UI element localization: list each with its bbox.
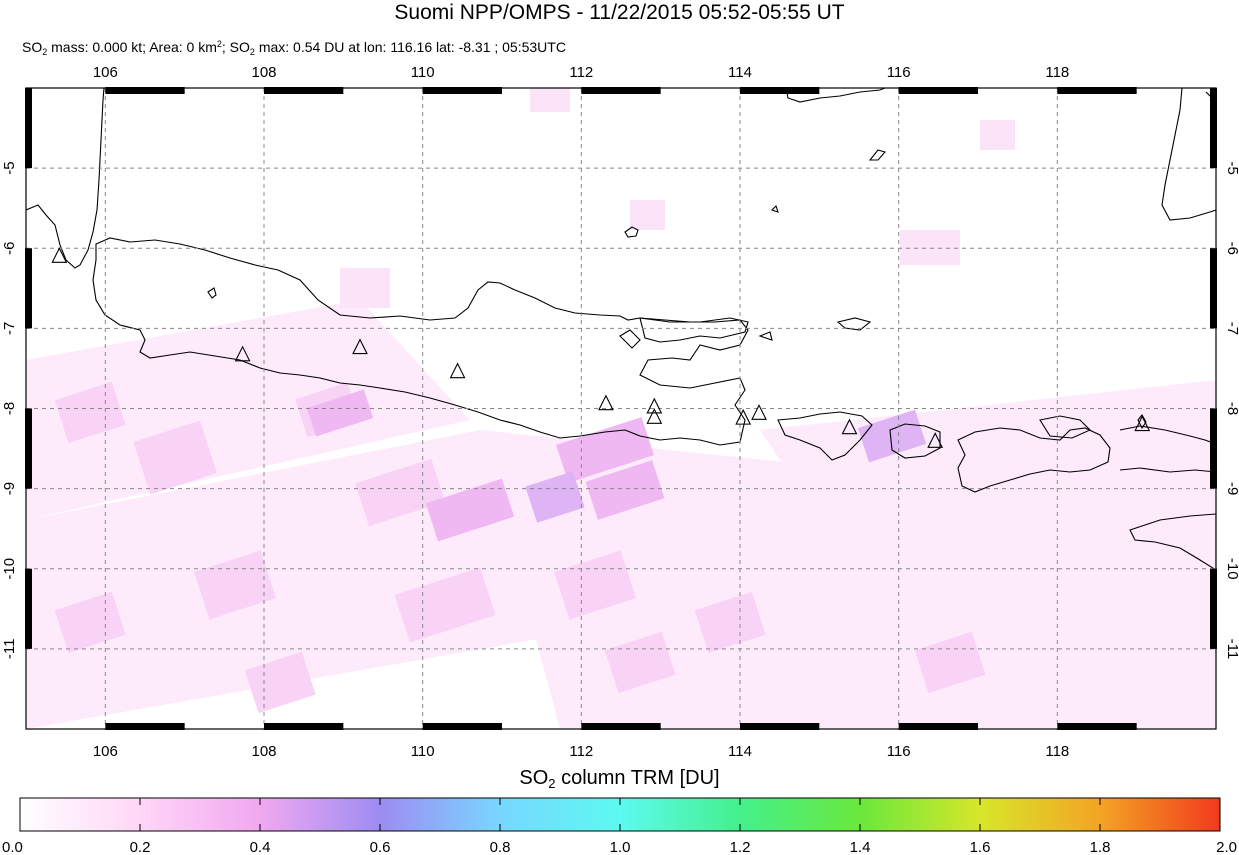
lon-label-bottom: 112 (569, 743, 593, 760)
lon-label-bottom: 118 (1045, 743, 1069, 760)
lat-label-left: -6 (1, 242, 18, 255)
colorbar-ticks: 0.0 0.2 0.4 0.6 0.8 1.0 1.2 1.4 1.6 1.8 2.0 (2, 798, 1237, 855)
lat-label-right: -5 (1224, 161, 1239, 174)
border-bar-bottom (898, 723, 978, 730)
lat-label-left: -10 (1, 558, 18, 580)
lon-label-top: 118 (1045, 64, 1069, 81)
colorbar-tick-label: 1.6 (970, 839, 991, 855)
colorbar-tick-label: 2.0 (1216, 839, 1237, 855)
border-bar-top (105, 87, 185, 94)
colorbar-tick-label: 0.4 (250, 839, 271, 855)
border-bar-bottom (740, 723, 820, 730)
colorbar-tick-label: 1.4 (850, 839, 871, 855)
lon-label-top: 106 (93, 64, 118, 81)
colorbar-tick-label: 0.8 (490, 839, 511, 855)
lat-label-left: -11 (1, 639, 18, 660)
graticule (26, 88, 1216, 729)
border-bar-bottom (1057, 723, 1137, 730)
volcano-triangle-icon (841, 418, 858, 435)
lat-label-left: -7 (1, 322, 18, 335)
axis-tick-labels: 106 106 108 108 110 110 112 112 114 114 116 116 118 1… (1, 64, 1239, 760)
volcano-triangle-icon (234, 345, 251, 362)
border-bar-right (1210, 568, 1217, 649)
lon-label-bottom: 106 (93, 743, 118, 760)
lat-label-right: -9 (1224, 482, 1239, 495)
lat-label-left: -9 (1, 482, 18, 495)
volcano-triangle-icon (646, 408, 663, 424)
lon-label-top: 112 (569, 64, 593, 81)
border-bar-bottom (105, 723, 185, 730)
colorbar-tick-label: 0.6 (370, 839, 391, 855)
colorbar-title: SO2 column TRM [DU] (519, 767, 720, 791)
volcano-triangle-icon (735, 408, 752, 425)
volcano-triangle-icon (646, 397, 663, 414)
border-bar-bottom (264, 723, 344, 730)
lon-label-bottom: 116 (887, 743, 911, 760)
border-bar-left (25, 248, 32, 329)
lon-label-top: 116 (887, 64, 911, 81)
lon-label-top: 114 (728, 64, 752, 81)
volcano-triangle-icon (449, 362, 466, 379)
border-bar-top (1057, 87, 1137, 94)
lat-label-right: -7 (1224, 322, 1239, 335)
colorbar-tick-label: 1.0 (610, 839, 631, 855)
border-bar-right (1210, 88, 1217, 169)
lat-label-right: -6 (1224, 242, 1239, 255)
volcano-triangle-icon (1134, 415, 1151, 432)
lat-label-right: -11 (1224, 639, 1239, 660)
map-title: Suomi NPP/OMPS - 11/22/2015 05:52-05:55 … (394, 1, 845, 24)
border-bar-top (581, 87, 661, 94)
map-subtitle: SO2 mass: 0.000 kt; Area: 0 km2; SO2 max… (22, 39, 566, 57)
lon-label-bottom: 110 (411, 743, 435, 760)
border-bar-bottom (581, 723, 661, 730)
border-bar-top (740, 87, 820, 94)
colorbar-tick-label: 0.0 (2, 839, 23, 855)
border-bar-left (25, 568, 32, 649)
border-bar-right (1210, 408, 1217, 489)
border-bar-right (1210, 248, 1217, 329)
lat-label-left: -5 (1, 161, 18, 174)
border-bar-left (25, 408, 32, 489)
border-bar-top (264, 87, 344, 94)
colorbar-tick-label: 0.2 (130, 839, 151, 855)
so2-column-shading (26, 88, 1216, 729)
border-bar-bottom (422, 723, 502, 730)
lon-label-bottom: 114 (728, 743, 752, 760)
volcano-triangle-icon (927, 432, 944, 448)
border-bar-top (898, 87, 978, 94)
volcano-markers (51, 247, 1151, 448)
lat-label-right: -10 (1224, 558, 1239, 580)
coastlines (26, 88, 1216, 571)
colorbar-tick-label: 1.2 (730, 839, 751, 855)
map-border-scale (25, 87, 1217, 730)
lon-label-bottom: 108 (251, 743, 276, 760)
lat-label-left: -8 (1, 402, 18, 415)
lat-label-right: -8 (1224, 402, 1239, 415)
volcano-triangle-icon (352, 338, 368, 355)
border-bar-top (422, 87, 502, 94)
volcano-triangle-icon (598, 394, 614, 411)
colorbar-tick-label: 1.8 (1090, 839, 1111, 855)
lon-label-top: 110 (411, 64, 435, 81)
volcano-triangle-icon (51, 247, 68, 263)
lon-label-top: 108 (251, 64, 276, 81)
volcano-triangle-icon (751, 404, 767, 420)
border-bar-left (25, 88, 32, 169)
